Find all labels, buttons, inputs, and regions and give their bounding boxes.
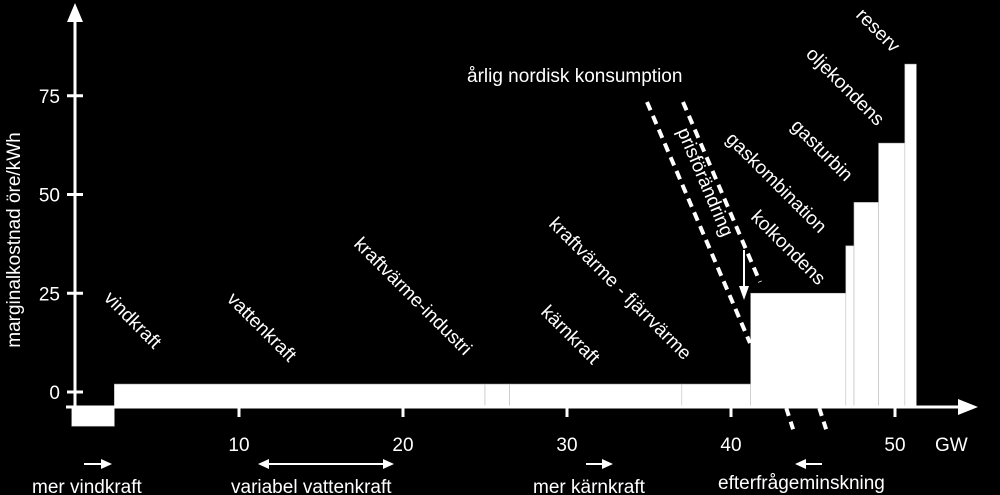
y-tick-label: 25 — [39, 284, 60, 305]
x-tick-label: 20 — [392, 435, 413, 456]
bottom-label-wind: mer vindkraft — [32, 477, 143, 495]
price-change-arrowhead — [739, 286, 749, 300]
y-tick-label: 0 — [49, 383, 60, 404]
bar-5 — [750, 292, 847, 408]
hydro-arrowhead-left — [258, 459, 269, 469]
demand-dashed-line-bottom-left — [780, 394, 796, 433]
y-axis-arrowhead — [67, 3, 83, 22]
x-tick-label: 50 — [884, 435, 905, 456]
consumption-dashed-line-right — [681, 101, 762, 283]
label-gasturbin: gasturbin — [786, 116, 856, 186]
x-tick-label: 30 — [556, 435, 577, 456]
label-kraftvarme-industri: kraftvärme-industri — [349, 234, 475, 360]
x-axis-unit: GW — [935, 435, 968, 456]
label-oljekondens: oljekondens — [801, 44, 888, 131]
nuclear-arrowhead — [602, 459, 613, 469]
label-karnkraft: kärnkraft — [536, 302, 604, 370]
bar-2 — [484, 383, 510, 408]
bottom-label-nuclear: mer kärnkraft — [533, 477, 646, 495]
y-axis-title: marginalkostnad öre/kWh — [4, 132, 25, 347]
bottom-label-hydro: variabel vattenkraft — [231, 477, 392, 495]
bar-7 — [853, 202, 879, 408]
demand-dashed-line-bottom-right — [813, 394, 829, 433]
bar-3 — [509, 383, 683, 408]
hydro-arrowhead-right — [383, 459, 394, 469]
label-vindkraft: vindkraft — [99, 288, 165, 354]
bar-4 — [681, 383, 751, 408]
y-tick-label: 75 — [39, 87, 60, 108]
consumption-dashed-line-left — [645, 101, 752, 344]
bar-9 — [904, 63, 917, 408]
x-tick-label: 10 — [228, 435, 249, 456]
label-reserv: reserv — [851, 5, 904, 58]
bottom-label-demand: efterfrågeminskning — [718, 473, 885, 494]
x-tick-label: 40 — [720, 435, 741, 456]
wind-arrowhead — [101, 459, 112, 469]
label-vattenkraft: vattenkraft — [222, 289, 300, 367]
bar-6 — [845, 245, 855, 408]
bar-0 — [71, 406, 115, 427]
bar-8 — [878, 142, 906, 408]
x-axis-arrowhead — [958, 399, 978, 415]
demand-arrowhead — [795, 459, 806, 469]
y-tick-label: 50 — [39, 186, 60, 207]
bar-1 — [114, 383, 486, 408]
consumption-label: årlig nordisk konsumption — [467, 66, 682, 87]
